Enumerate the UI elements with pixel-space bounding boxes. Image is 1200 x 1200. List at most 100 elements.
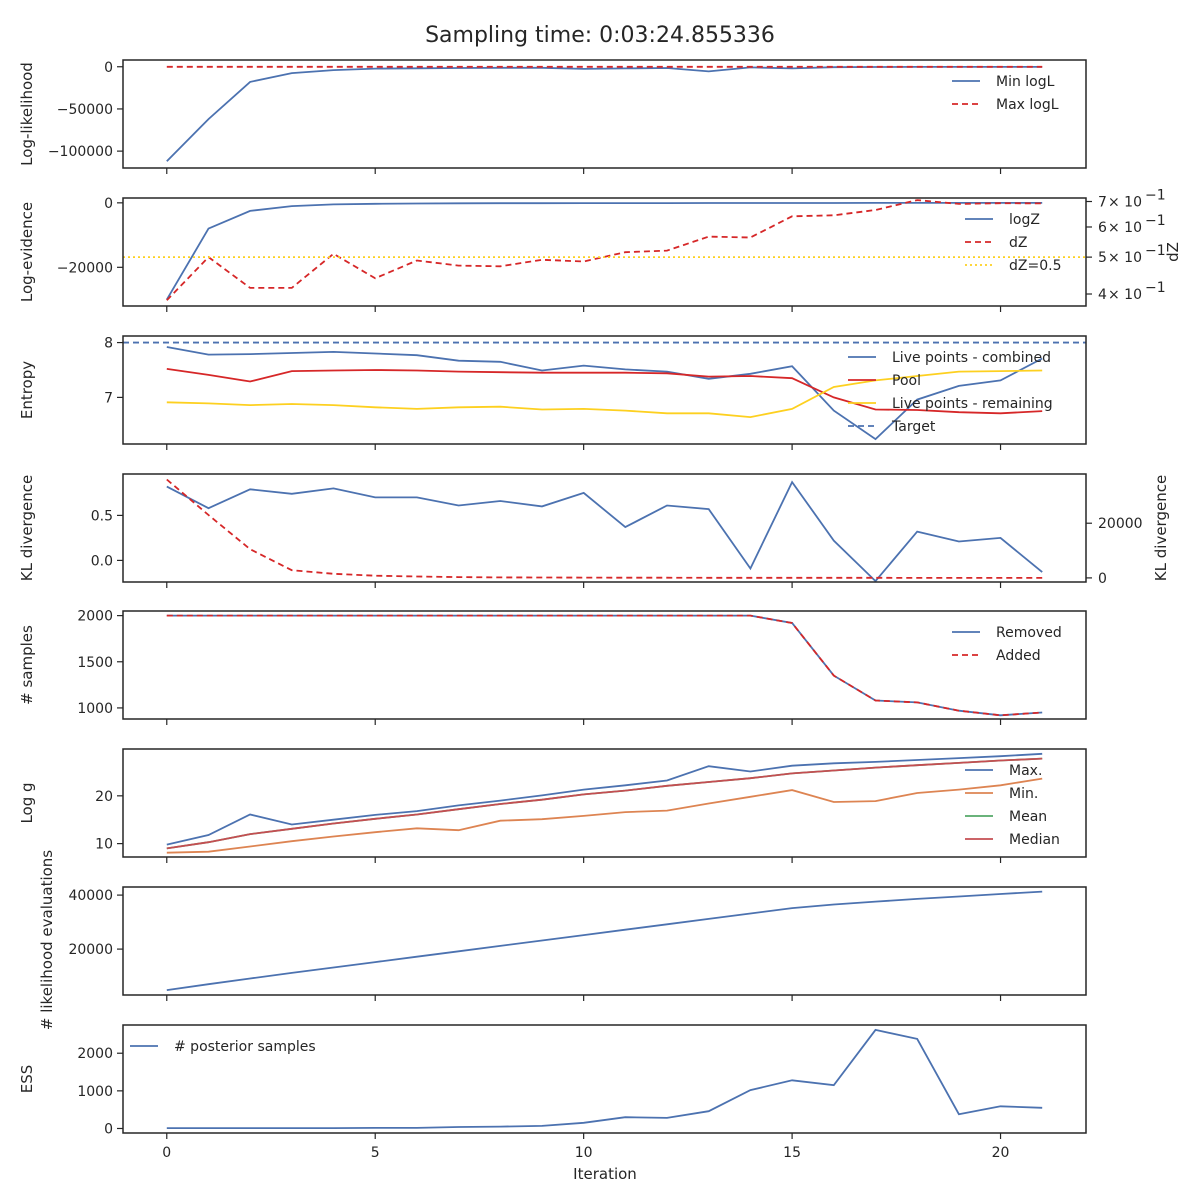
y-tick-label: 0.0 [91,553,113,569]
y-tick-label: 1000 [77,1084,113,1100]
series-line-6-0 [166,890,1043,991]
subplot-frame-2 [122,335,1087,445]
y2-tick-exponent: −1 [1145,188,1166,204]
y2-tick-exponent: −1 [1145,243,1166,259]
subplot-2: 8 7 Entropy Live points - combined Pool Live … [18,335,1087,450]
y2-tick-label: 5 [1098,250,1107,266]
y-tick-label: 10 [95,837,113,853]
y-tick-label: 8 [104,336,113,352]
legend-label: Max. [1009,763,1042,779]
legend-label: Pool [892,373,921,389]
panels: 0 −50000 −100000 Log-likelihood Min logL Max … [18,59,1182,1161]
y-axis-label: Log g [18,782,36,823]
series-line-5-3 [166,757,1043,850]
series-line-1-1 [166,199,1043,301]
y-axis-label: ESS [18,1065,36,1094]
y-tick-label: 7 [104,390,113,406]
y2-axis-label: KL divergence [1152,475,1170,581]
series-line-3-0 [166,480,1043,583]
series-line-1-0 [166,201,1043,301]
subplot-4: 2000 1500 1000 # samples Removed Added [18,609,1087,725]
series-line-5-0 [166,752,1043,846]
y2-axis-label: dZ [1164,242,1182,262]
x-tick-label: 0 [162,1145,171,1161]
subplot-3: 0.5 0.0 KL divergence 20000 0 KL divergence [18,473,1170,588]
y2-tick-label: 20000 [1098,516,1143,532]
subplot-frame-5 [122,748,1087,858]
legend-label: Added [996,648,1041,664]
subplot-frame-6 [122,886,1087,996]
y2-tick-base: × 10 [1108,287,1142,303]
subplot-frame-4 [122,610,1087,720]
y-tick-label: 2000 [77,609,113,625]
x-tick-label: 15 [783,1145,801,1161]
subplot-6: 40000 20000 # likelihood evaluations [38,850,1087,1030]
legend-label: Live points - combined [892,350,1051,366]
series-line-0-0 [166,66,1043,162]
series-line-2-1 [166,368,1043,415]
y-axis-label: # samples [18,625,36,705]
x-tick-label: 20 [992,1145,1010,1161]
legend-label: dZ [1009,235,1027,251]
legend-label: Max logL [996,97,1059,113]
legend-label: Target [891,419,936,435]
y-axis-label: # likelihood evaluations [38,850,56,1030]
y-tick-label: −20000 [57,260,113,276]
y2-tick-label: 0 [1098,571,1107,587]
legend-label: Live points - remaining [892,396,1053,412]
subplot-0: 0 −50000 −100000 Log-likelihood Min logL Max … [18,59,1087,174]
legend-label: # posterior samples [174,1039,316,1055]
legend-label: Removed [996,625,1062,641]
subplot-frame-3 [122,473,1087,583]
subplot-5: 20 10 Log g Max. Min. Mean Median [18,748,1087,863]
y-tick-label: 1000 [77,701,113,717]
y-tick-label: 2000 [77,1046,113,1062]
y-tick-label: 0 [104,196,113,212]
y-tick-label: 20000 [68,942,113,958]
series-line-4-0 [166,614,1043,717]
series-line-5-2 [166,757,1043,850]
y2-tick-exponent: −1 [1145,213,1166,229]
y-tick-label: 20 [95,789,113,805]
y-tick-label: −100000 [48,144,113,160]
subplot-frame-1 [122,197,1087,307]
series-line-7-0 [166,1028,1043,1129]
legend-label: Min. [1009,786,1038,802]
subplot-frame-0 [122,59,1087,169]
y-tick-label: −50000 [57,102,113,118]
x-tick-label: 5 [371,1145,380,1161]
y2-tick-label: 6 [1098,220,1107,236]
y-axis-label: Log-evidence [18,202,36,302]
y-axis-label: Log-likelihood [18,62,36,166]
y2-tick-base: × 10 [1108,250,1142,266]
series-line-2-0 [166,346,1043,441]
series-line-4-1 [166,614,1043,717]
y2-tick-label: 4 [1098,287,1107,303]
y-tick-label: 1500 [77,655,113,671]
legend-label: Min logL [996,74,1055,90]
y-tick-label: 0.5 [91,508,113,524]
legend-label: Median [1009,832,1060,848]
x-tick-label: 10 [575,1145,593,1161]
series-line-5-1 [166,777,1043,854]
legend-label: dZ=0.5 [1009,258,1061,274]
subplot-7: 0 5 10 15 20 2000 1000 0 ESS # posterior samples [18,1024,1087,1161]
x-axis-label: Iteration [573,1165,637,1183]
subplot-frame-7 [122,1024,1087,1134]
y-tick-label: 0 [104,1121,113,1137]
series-line-3-1 [166,478,1043,579]
y2-tick-exponent: −1 [1145,280,1166,296]
series-line-2-2 [166,369,1043,419]
chart-title: Sampling time: 0:03:24.855336 [425,23,775,48]
legend-label: Mean [1009,809,1047,825]
y-axis-label: KL divergence [18,475,36,581]
y-tick-label: 40000 [68,888,113,904]
y-axis-label: Entropy [18,361,36,419]
y2-tick-label: 7 [1098,195,1107,211]
legend-label: logZ [1009,212,1040,228]
y-tick-label: 0 [104,60,113,76]
y2-tick-base: × 10 [1108,195,1142,211]
y2-tick-base: × 10 [1108,220,1142,236]
